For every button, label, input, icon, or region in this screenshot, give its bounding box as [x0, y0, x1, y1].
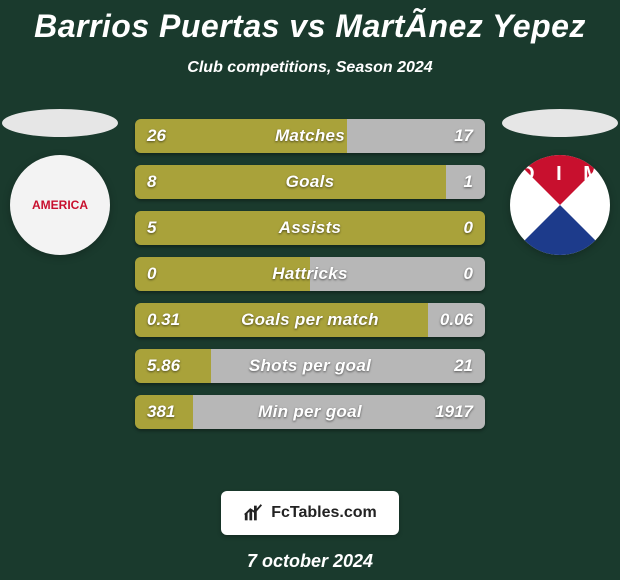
- team-right-crest: D I M: [500, 109, 620, 255]
- stat-bars: 2617Matches 81Goals 50Assists 00Hattricks 0.…: [135, 119, 485, 429]
- shield-right: D I M: [510, 155, 610, 255]
- bar-label: Matches: [135, 119, 485, 153]
- stat-bar: 5.8621Shots per goal: [135, 349, 485, 383]
- bar-label: Assists: [135, 211, 485, 245]
- brand-badge: FcTables.com: [221, 491, 399, 535]
- stat-bar: 0.310.06Goals per match: [135, 303, 485, 337]
- bar-label: Hattricks: [135, 257, 485, 291]
- brand-text: FcTables.com: [271, 504, 377, 522]
- content-area: AMERICA D I M 2617Matches 81Goals 50Assist…: [0, 109, 620, 469]
- team-left-crest: AMERICA: [0, 109, 120, 255]
- stat-bar: 50Assists: [135, 211, 485, 245]
- stat-bar: 2617Matches: [135, 119, 485, 153]
- bar-label: Goals: [135, 165, 485, 199]
- stat-bar: 3811917Min per goal: [135, 395, 485, 429]
- shield-left: AMERICA: [10, 155, 110, 255]
- shield-left-label: AMERICA: [32, 198, 88, 212]
- shield-right-label: D I M: [510, 163, 610, 186]
- stat-bar: 00Hattricks: [135, 257, 485, 291]
- page-title: Barrios Puertas vs MartÃ­nez Yepez: [0, 0, 620, 45]
- comparison-infographic: Barrios Puertas vs MartÃ­nez Yepez Club …: [0, 0, 620, 580]
- infographic-date: 7 october 2024: [0, 551, 620, 572]
- halo-right: [502, 109, 618, 137]
- bar-label: Shots per goal: [135, 349, 485, 383]
- halo-left: [2, 109, 118, 137]
- page-subtitle: Club competitions, Season 2024: [0, 59, 620, 77]
- brand-chart-icon: [243, 502, 265, 524]
- stat-bar: 81Goals: [135, 165, 485, 199]
- bar-label: Goals per match: [135, 303, 485, 337]
- bar-label: Min per goal: [135, 395, 485, 429]
